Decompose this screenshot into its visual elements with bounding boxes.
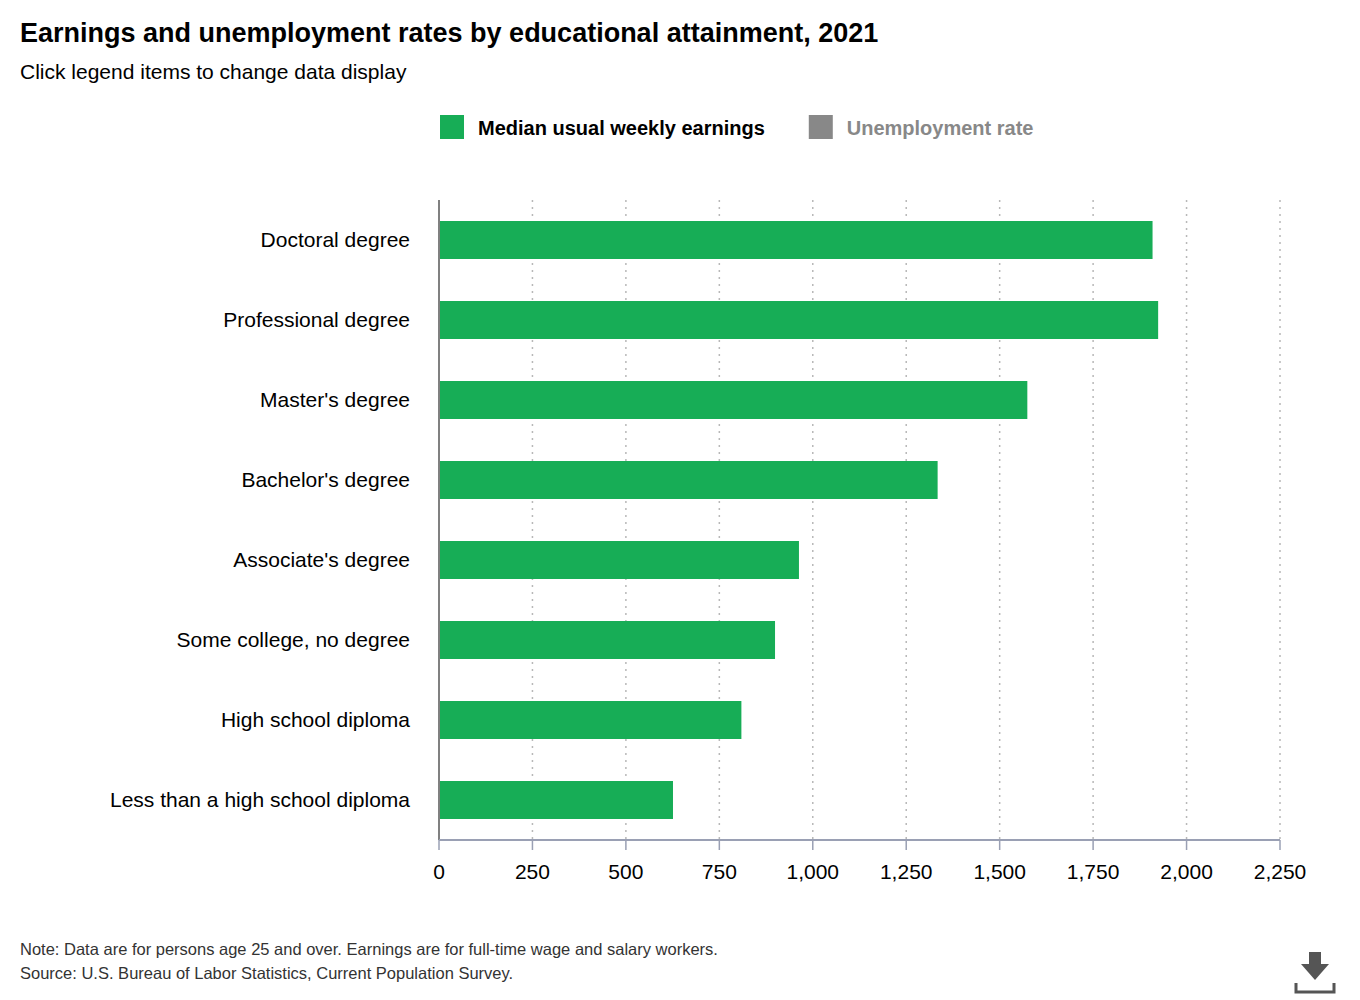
category-label: Some college, no degree — [177, 628, 411, 651]
tick-label: 1,000 — [786, 860, 839, 883]
category-label: Doctoral degree — [261, 228, 410, 251]
grid-line — [812, 200, 814, 840]
tick-label: 1,500 — [973, 860, 1026, 883]
source: Source: U.S. Bureau of Labor Statistics,… — [20, 964, 513, 982]
category-label: Associate's degree — [233, 548, 410, 571]
tick-mark — [1186, 840, 1188, 850]
category-label: Less than a high school diploma — [110, 788, 410, 811]
category-label: High school diploma — [221, 708, 410, 731]
grid-line — [1092, 200, 1094, 840]
tick-mark — [532, 840, 534, 850]
grid-line — [999, 200, 1001, 840]
y-axis — [438, 200, 440, 840]
grid-line — [625, 200, 627, 840]
download-icon[interactable] — [1296, 952, 1334, 992]
bar — [439, 381, 1027, 419]
legend-label[interactable]: Median usual weekly earnings — [478, 117, 765, 139]
tick-mark — [1279, 840, 1281, 850]
legend-swatch[interactable] — [440, 115, 464, 139]
category-label: Master's degree — [260, 388, 410, 411]
note: Note: Data are for persons age 25 and ov… — [20, 940, 718, 958]
grid — [439, 200, 1280, 850]
category-label: Bachelor's degree — [241, 468, 410, 491]
tick-label: 750 — [702, 860, 737, 883]
bar — [439, 621, 775, 659]
tick-mark — [999, 840, 1001, 850]
bar — [439, 461, 938, 499]
bar — [439, 221, 1153, 259]
tick-label: 500 — [608, 860, 643, 883]
grid-line — [1279, 200, 1281, 840]
tick-label: 2,250 — [1254, 860, 1307, 883]
bars — [439, 221, 1158, 819]
tick-label: 1,250 — [880, 860, 933, 883]
tick-mark — [812, 840, 814, 850]
tick-mark — [1092, 840, 1094, 850]
tick-label: 250 — [515, 860, 550, 883]
category-label: Professional degree — [223, 308, 410, 331]
tick-label: 0 — [433, 860, 445, 883]
tick-mark — [438, 840, 440, 850]
grid-line — [905, 200, 907, 840]
subtitle: Click legend items to change data displa… — [20, 60, 407, 83]
chart: Earnings and unemployment rates by educa… — [0, 0, 1360, 1000]
grid-line — [532, 200, 534, 840]
tick-mark — [625, 840, 627, 850]
bar — [439, 701, 741, 739]
title: Earnings and unemployment rates by educa… — [20, 18, 878, 48]
legend-swatch[interactable] — [809, 115, 833, 139]
tick-label: 1,750 — [1067, 860, 1120, 883]
grid-line — [1186, 200, 1188, 840]
bar — [439, 301, 1158, 339]
tick-mark — [719, 840, 721, 850]
legend-label[interactable]: Unemployment rate — [847, 117, 1034, 139]
tick-mark — [905, 840, 907, 850]
x-axis — [439, 839, 1280, 841]
bar — [439, 781, 673, 819]
grid-line — [719, 200, 721, 840]
tick-label: 2,000 — [1160, 860, 1213, 883]
bar — [439, 541, 799, 579]
